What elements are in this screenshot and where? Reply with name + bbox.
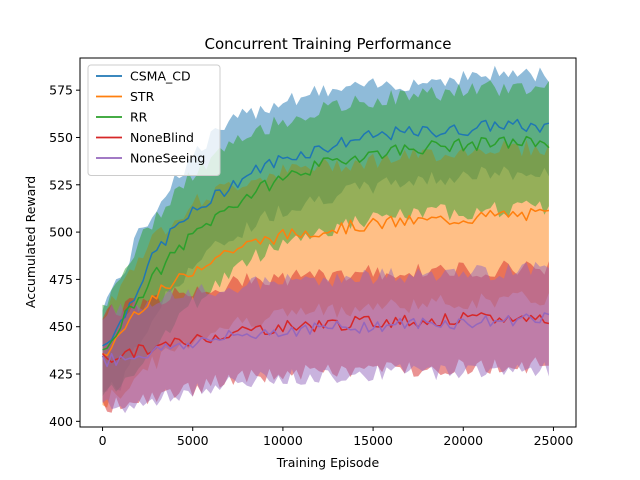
band-noneseeing [102, 261, 549, 414]
x-tick-label: 5000 [177, 433, 209, 448]
y-tick-label: 525 [49, 177, 73, 192]
x-tick-label: 25000 [534, 433, 574, 448]
legend: CSMA_CD STR RR NoneBlind NoneSeeing [87, 64, 221, 176]
x-axis-ticks: 0 5000 10000 15000 20000 25000 [99, 427, 574, 448]
chart-title: Concurrent Training Performance [204, 35, 451, 53]
legend-label: RR [130, 110, 148, 125]
x-tick-label: 0 [99, 433, 107, 448]
y-tick-label: 425 [49, 367, 73, 382]
plot-frame [79, 57, 577, 428]
y-tick-label: 500 [49, 225, 73, 240]
legend-box [87, 64, 221, 176]
y-tick-label: 550 [49, 130, 73, 145]
line-csma-cd [102, 118, 550, 347]
line-rr [102, 135, 550, 351]
y-tick-label: 475 [49, 272, 73, 287]
series-lines [101, 118, 550, 368]
legend-label: STR [130, 89, 155, 104]
y-tick-label: 450 [49, 319, 73, 334]
line-str [102, 207, 549, 357]
x-axis-label: Training Episode [276, 455, 380, 470]
x-tick-label: 10000 [263, 433, 303, 448]
x-tick-label: 15000 [353, 433, 393, 448]
legend-label: NoneSeeing [130, 151, 205, 166]
legend-label: NoneBlind [130, 130, 194, 145]
y-tick-label: 575 [49, 83, 73, 98]
y-axis-label: Accumulated Reward [23, 176, 38, 308]
x-tick-label: 20000 [443, 433, 483, 448]
line-noneseeing [101, 312, 550, 368]
y-axis-ticks: 400 425 450 475 500 525 550 575 [49, 83, 80, 429]
line-noneblind [101, 311, 550, 363]
legend-label: CSMA_CD [130, 69, 191, 84]
y-tick-label: 400 [49, 414, 73, 429]
